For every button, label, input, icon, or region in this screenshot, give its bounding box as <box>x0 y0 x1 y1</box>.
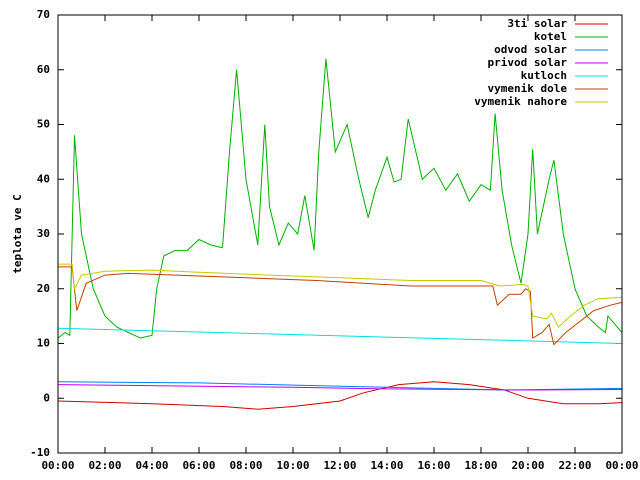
legend-label: vymenik dole <box>488 82 568 95</box>
legend-label: vymenik nahore <box>474 95 567 108</box>
y-tick-label: 50 <box>37 118 50 131</box>
x-tick-label: 08:00 <box>229 459 262 472</box>
x-tick-label: 04:00 <box>135 459 168 472</box>
legend-label: kutloch <box>521 69 567 82</box>
legend-label: odvod solar <box>494 43 567 56</box>
y-tick-label: 0 <box>43 391 50 404</box>
legend-label: 3ti solar <box>507 17 567 30</box>
x-tick-label: 00:00 <box>605 459 638 472</box>
x-tick-label: 00:00 <box>41 459 74 472</box>
legend-label: kotel <box>534 30 567 43</box>
y-tick-label: 30 <box>37 227 50 240</box>
x-tick-label: 06:00 <box>182 459 215 472</box>
series-line <box>57 384 623 391</box>
y-tick-label: 10 <box>37 337 50 350</box>
plot-border <box>57 14 623 454</box>
x-tick-label: 20:00 <box>511 459 544 472</box>
series-line <box>57 381 623 410</box>
legend-label: privod solar <box>488 56 568 69</box>
y-axis-label: teplota ve C <box>11 194 24 273</box>
y-tick-label: 40 <box>37 172 50 185</box>
x-tick-label: 12:00 <box>323 459 356 472</box>
y-tick-label: -10 <box>30 446 50 459</box>
y-tick-label: 20 <box>37 282 50 295</box>
y-tick-label: 70 <box>37 8 50 21</box>
y-tick-label: 60 <box>37 63 50 76</box>
series-line <box>57 327 623 344</box>
x-tick-label: 16:00 <box>417 459 450 472</box>
series-line <box>57 58 623 339</box>
x-tick-label: 14:00 <box>370 459 403 472</box>
series-line <box>58 266 623 346</box>
x-tick-label: 18:00 <box>464 459 497 472</box>
series-line <box>58 263 623 328</box>
x-tick-label: 02:00 <box>88 459 121 472</box>
x-tick-label: 10:00 <box>276 459 309 472</box>
x-tick-label: 22:00 <box>558 459 591 472</box>
